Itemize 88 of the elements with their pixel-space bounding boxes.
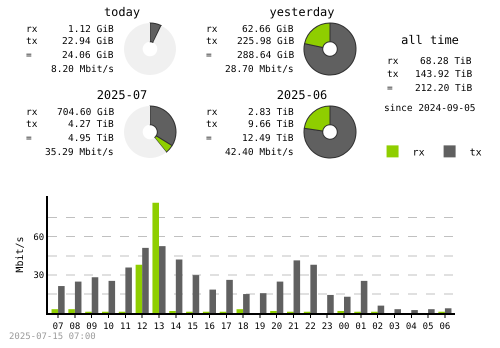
bar — [125, 267, 132, 313]
text: tx 4.27 TiB — [26, 119, 114, 130]
text: since 2024-09-05 — [384, 103, 476, 114]
y-tick-label: 60 — [33, 232, 44, 243]
legend-label: tx — [470, 147, 482, 158]
text: = 24.06 GiB — [26, 50, 114, 61]
x-tick-label: 15 — [187, 322, 198, 332]
donut-slice — [304, 22, 356, 76]
bar — [226, 280, 233, 313]
x-tick-label: 12 — [136, 322, 148, 332]
text: tx 22.94 GiB — [26, 36, 114, 47]
text: rx 2.83 TiB — [206, 107, 294, 118]
chart-title: 2025-06 — [276, 88, 328, 102]
text: = 288.64 GiB — [206, 50, 294, 61]
legend-label: rx — [412, 147, 425, 158]
text: = 212.20 TiB — [387, 83, 472, 94]
bar — [444, 308, 452, 313]
x-tick-label: 00 — [338, 322, 350, 332]
bar — [260, 293, 266, 313]
x-tick-label: 21 — [288, 322, 299, 332]
bar — [142, 248, 149, 313]
x-tick-label: 16 — [204, 322, 215, 332]
donut-slice — [304, 106, 356, 158]
x-tick-label: 07 — [52, 322, 64, 332]
bar — [327, 294, 334, 313]
bar — [310, 264, 317, 313]
x-tick-label: 02 — [372, 322, 384, 332]
bar — [360, 280, 368, 313]
x-tick-label: 19 — [254, 322, 266, 332]
bar — [236, 309, 244, 313]
bar — [136, 264, 142, 313]
x-tick-label: 17 — [220, 322, 232, 332]
x-tick-label: 01 — [355, 322, 366, 332]
chart-title: yesterday — [269, 5, 335, 20]
x-tick-label: 10 — [103, 322, 114, 332]
text: = 12.49 TiB — [206, 133, 294, 144]
text: = 4.95 TiB — [26, 133, 114, 144]
bar — [378, 306, 384, 313]
x-tick-label: 08 — [69, 322, 80, 332]
text: 35.29 Mbit/s — [45, 147, 114, 158]
x-tick-label: 11 — [120, 322, 131, 332]
bar — [159, 246, 166, 313]
bar — [74, 282, 82, 313]
chart-title: 2025-07 — [96, 88, 148, 102]
text: tx 9.66 TiB — [206, 119, 294, 130]
bar — [192, 275, 200, 313]
bar — [58, 286, 65, 313]
text: 2025-07-15 07:00 — [9, 332, 96, 342]
text: 28.70 Mbit/s — [225, 64, 294, 75]
x-tick-label: 22 — [304, 322, 316, 332]
donut-slice — [124, 106, 166, 158]
text: rx 68.28 TiB — [387, 56, 472, 67]
text: rx 704.60 GiB — [26, 107, 114, 118]
bar — [276, 282, 284, 313]
text: 8.20 Mbit/s — [51, 64, 114, 75]
y-tick-label: 30 — [33, 271, 44, 281]
bar — [108, 280, 116, 313]
bar — [68, 309, 75, 313]
text: tx 225.98 GiB — [206, 36, 294, 47]
bar — [294, 260, 300, 313]
bar — [176, 259, 182, 313]
bar — [394, 309, 402, 313]
text: tx 143.92 TiB — [387, 69, 472, 80]
x-tick-label: 18 — [238, 322, 249, 332]
y-axis-title: Mbit/s — [14, 236, 26, 273]
bar — [411, 310, 418, 313]
x-tick-label: 13 — [154, 322, 164, 332]
bar — [152, 202, 159, 313]
x-tick-label: 14 — [170, 322, 182, 332]
bar — [428, 309, 435, 313]
donut-slice — [124, 23, 176, 75]
bar — [344, 296, 351, 313]
text: rx 62.66 GiB — [206, 24, 294, 35]
bar — [92, 277, 98, 313]
bar — [209, 290, 216, 313]
x-tick-label: 06 — [439, 322, 450, 332]
x-tick-label: 20 — [271, 322, 282, 332]
x-tick-label: 03 — [389, 322, 400, 332]
x-tick-label: 09 — [86, 322, 98, 332]
x-tick-label: 23 — [322, 322, 333, 332]
text: 42.40 Mbit/s — [225, 147, 294, 158]
bar — [52, 309, 58, 313]
text: all time — [401, 33, 459, 48]
chart-title: today — [104, 5, 140, 20]
x-tick-label: 04 — [406, 322, 417, 332]
bar — [243, 294, 250, 313]
text: rx 1.12 GiB — [26, 24, 114, 35]
x-tick-label: 05 — [422, 322, 434, 332]
